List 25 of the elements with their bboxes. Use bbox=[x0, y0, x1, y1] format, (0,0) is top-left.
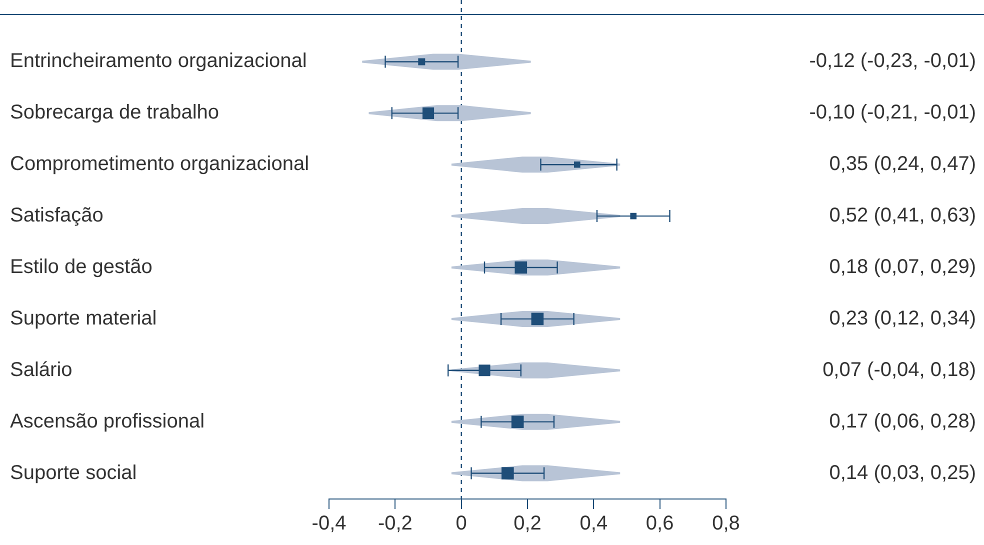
x-tick-label: 0,8 bbox=[712, 512, 740, 535]
data-label: 0,17 (0,06, 0,28) bbox=[829, 410, 976, 432]
y-tick-label: Salário bbox=[10, 358, 72, 381]
x-tick-label: -0,4 bbox=[312, 512, 346, 535]
x-tick-label: 0,2 bbox=[514, 512, 542, 535]
data-label: 0,23 (0,12, 0,34) bbox=[829, 307, 976, 330]
y-tick-label: Satisfação bbox=[10, 204, 104, 227]
y-tick-label: Suporte social bbox=[10, 462, 137, 484]
x-tick-label: -0,2 bbox=[378, 512, 412, 535]
data-label: 0,14 (0,03, 0,25) bbox=[829, 462, 976, 484]
y-tick-label: Sobrecarga de trabalho bbox=[10, 102, 220, 124]
y-tick-label: Estilo de gestão bbox=[10, 256, 152, 278]
x-tick-label: 0,4 bbox=[580, 512, 608, 535]
data-label: -0,10 (-0,21, -0,01) bbox=[809, 102, 976, 124]
y-tick-label: Suporte material bbox=[10, 307, 157, 330]
data-label: 0,18 (0,07, 0,29) bbox=[829, 256, 976, 278]
y-tick-label: Entrincheiramento organizacional bbox=[10, 50, 307, 72]
data-label: 0,35 (0,24, 0,47) bbox=[829, 153, 976, 176]
y-tick-label: Comprometimento organizacional bbox=[10, 153, 310, 176]
data-label: 0,07 (-0,04, 0,18) bbox=[822, 358, 976, 381]
y-tick-label: Ascensão profissional bbox=[10, 410, 205, 432]
x-tick-label: 0,6 bbox=[646, 512, 674, 535]
x-tick-label: 0 bbox=[456, 512, 467, 535]
data-label: 0,52 (0,41, 0,63) bbox=[829, 204, 976, 227]
data-label: -0,12 (-0,23, -0,01) bbox=[809, 50, 976, 72]
